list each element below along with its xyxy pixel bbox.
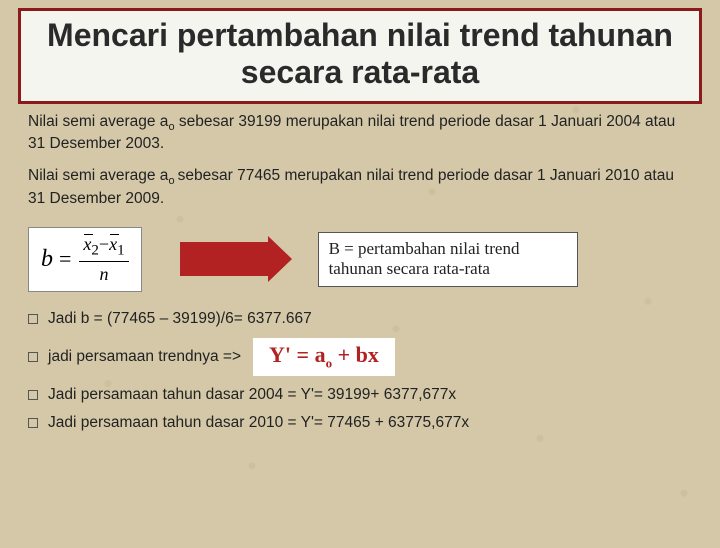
bullet-square-icon <box>28 418 38 428</box>
formula-box: b = x2−x1 n <box>28 227 142 293</box>
formula-lhs: b <box>41 246 53 273</box>
bullet-square-icon <box>28 352 38 362</box>
bullet-4-text: Jadi persamaan tahun dasar 2010 = Y'= 77… <box>48 414 469 432</box>
description-box: B = pertambahan nilai trend tahunan seca… <box>318 232 578 287</box>
x2-sub: 2 <box>91 242 99 258</box>
fraction-denominator: n <box>100 262 109 285</box>
x1-bar: x <box>109 234 117 254</box>
minus: − <box>99 234 109 254</box>
eq-pre: Y' = a <box>269 342 326 367</box>
para1-pre: Nilai semi average a <box>28 113 168 130</box>
arrow-icon <box>180 242 270 276</box>
title-box: Mencari pertambahan nilai trend tahunan … <box>18 8 702 104</box>
bullet-4: Jadi persamaan tahun dasar 2010 = Y'= 77… <box>28 414 692 432</box>
bullet-3: Jadi persamaan tahun dasar 2004 = Y'= 39… <box>28 386 692 404</box>
formula-eq: = <box>59 246 71 272</box>
formula-row: b = x2−x1 n B = pertambahan nilai trend … <box>28 227 692 293</box>
formula-fraction: x2−x1 n <box>79 234 128 286</box>
bullet-1-text: Jadi b = (77465 – 39199)/6= 6377.667 <box>48 310 312 328</box>
content-region: Nilai semi average ao sebesar 39199 meru… <box>0 104 720 432</box>
bullet-2-text: jadi persamaan trendnya => <box>48 348 241 366</box>
bullet-square-icon <box>28 390 38 400</box>
bullet-3-text: Jadi persamaan tahun dasar 2004 = Y'= 39… <box>48 386 456 404</box>
bullet-1: Jadi b = (77465 – 39199)/6= 6377.667 <box>28 310 692 328</box>
x2-bar: x <box>83 234 91 254</box>
para2-sub: o <box>168 175 177 187</box>
page-title: Mencari pertambahan nilai trend tahunan … <box>31 17 689 91</box>
fraction-numerator: x2−x1 <box>79 234 128 263</box>
paragraph-2: Nilai semi average ao sebesar 77465 meru… <box>28 166 692 209</box>
bullet-square-icon <box>28 314 38 324</box>
eq-post: + bx <box>332 342 379 367</box>
equation-highlight: Y' = ao + bx <box>253 338 395 375</box>
paragraph-1: Nilai semi average ao sebesar 39199 meru… <box>28 112 692 155</box>
x1-sub: 1 <box>117 242 125 258</box>
bullet-2: jadi persamaan trendnya => Y' = ao + bx <box>28 338 692 375</box>
para2-pre: Nilai semi average a <box>28 167 168 184</box>
